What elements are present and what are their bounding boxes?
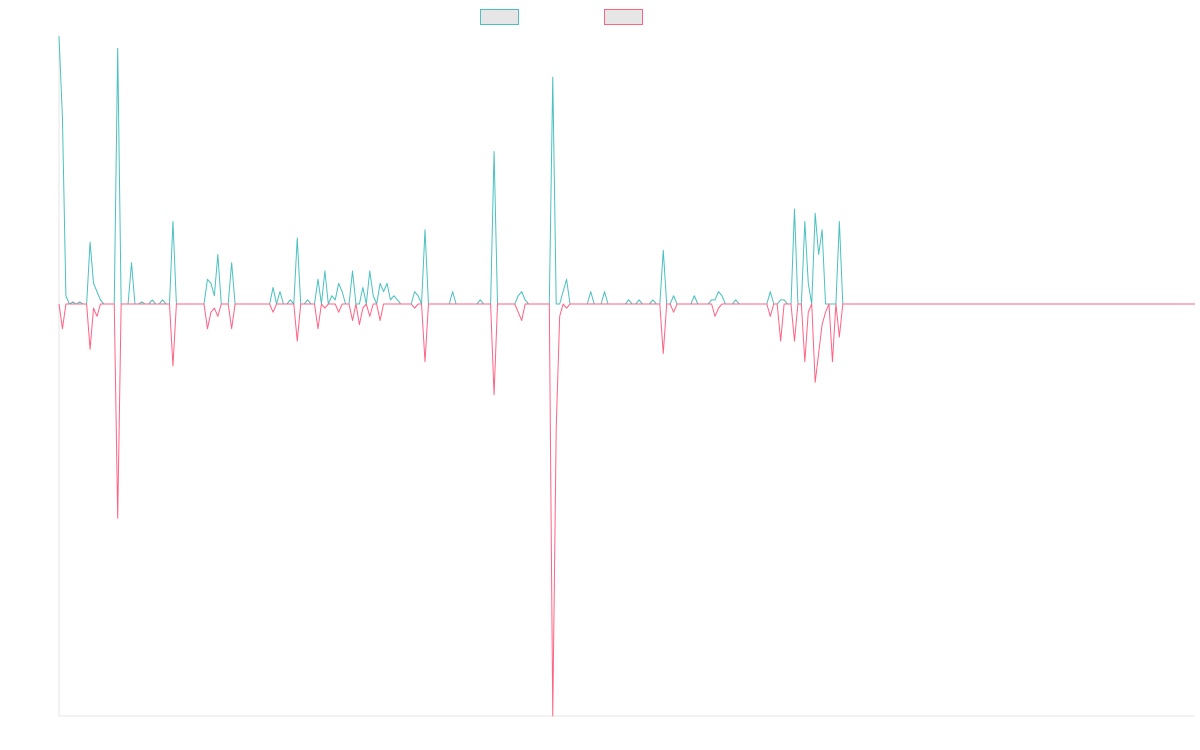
legend-swatch-series-2[interactable]	[604, 9, 643, 25]
chart-axes	[58, 36, 1195, 717]
series-line-2[interactable]	[58, 303, 1195, 717]
chart-lines	[58, 35, 1195, 717]
legend-swatch-series-1[interactable]	[480, 9, 519, 25]
series-line-1[interactable]	[58, 35, 1195, 305]
